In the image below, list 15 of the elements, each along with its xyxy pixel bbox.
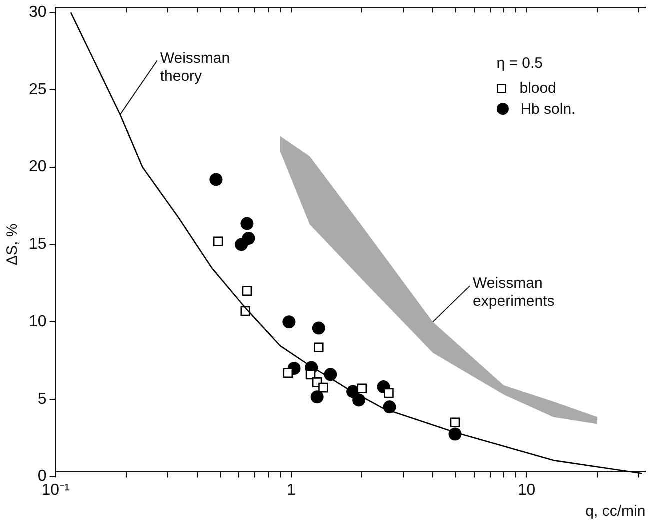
x-axis-title: q, cc/min — [586, 503, 646, 520]
x-tick-label: 1 — [286, 482, 296, 499]
legend-label: Hb soln. — [520, 100, 576, 118]
legend-label: blood — [520, 80, 556, 97]
annotation: Weissman experiments — [473, 275, 555, 310]
annotation: Weissman theory — [160, 50, 230, 85]
legend-title: η = 0.5 — [496, 54, 544, 72]
y-tick-label: 30 — [29, 4, 47, 22]
y-tick-label: 20 — [29, 158, 47, 176]
x-tick-label: 10 — [518, 482, 536, 499]
y-tick-label: 15 — [29, 236, 47, 254]
y-tick-label: 10 — [29, 313, 47, 330]
y-axis-title: ΔS, % — [4, 224, 22, 266]
y-tick-label: 25 — [29, 81, 47, 98]
y-tick-label: 5 — [38, 390, 47, 408]
